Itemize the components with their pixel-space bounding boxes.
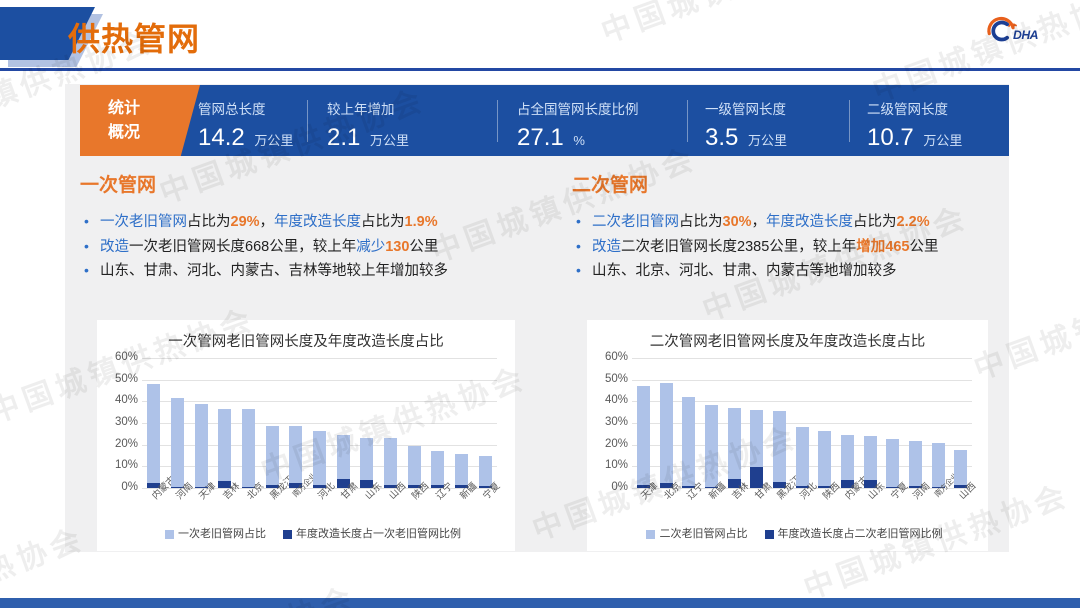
svg-text:DHA: DHA: [1013, 28, 1038, 42]
